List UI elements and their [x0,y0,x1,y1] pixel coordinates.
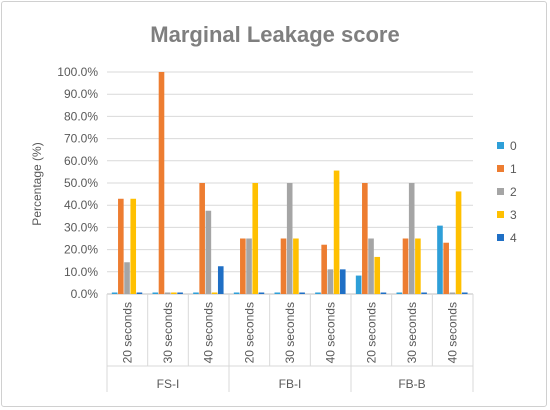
legend-swatch [497,188,504,195]
bar-series-1-cat-2 [199,183,205,294]
bar-series-3-cat-0 [130,198,137,294]
x-tick-label: 30 seconds [405,302,419,363]
x-tick-label: 40 seconds [324,302,338,363]
legend-layer: 0 1 2 3 4 [497,139,517,245]
bar-series-4-cat-0 [136,292,143,294]
bar-series-2-cat-7 [408,183,415,294]
bars-layer [111,72,468,294]
bar-series-4-cat-8 [461,292,468,294]
y-tick-label: 60.0% [64,154,98,168]
bar-series-4-cat-6 [380,292,387,294]
bar-series-0-cat-0 [111,292,118,294]
y-tick-label: 10.0% [64,265,98,279]
x-tick-label: 30 seconds [283,302,297,363]
legend-swatch [497,234,504,241]
bar-series-1-cat-8 [443,242,449,294]
legend-label: 4 [510,231,517,245]
bar-series-0-cat-8 [437,225,443,294]
bar-series-4-cat-1 [177,292,183,294]
bar-series-3-cat-6 [374,256,381,294]
bar-series-3-cat-8 [455,191,462,294]
y-tick-label: 100.0% [57,65,98,79]
bar-series-2-cat-4 [286,183,293,294]
bar-series-3-cat-1 [171,292,177,294]
bar-series-2-cat-1 [164,292,171,294]
y-tick-label: 40.0% [64,198,98,212]
legend-swatch [497,165,504,172]
bar-series-1-cat-1 [158,72,165,294]
x-tick-label: 30 seconds [161,302,175,363]
group-label: FS-I [157,377,180,391]
bar-series-1-cat-7 [402,238,409,294]
bar-series-4-cat-3 [258,292,265,294]
bar-series-2-cat-8 [449,292,456,294]
bar-series-0-cat-7 [396,292,403,294]
legend-label: 1 [510,162,517,176]
x-tick-label: 20 seconds [242,302,256,363]
x-tick-label: 20 seconds [120,302,134,363]
y-tick-label: 30.0% [64,220,98,234]
bar-series-1-cat-5 [321,244,327,294]
bar-series-0-cat-1 [152,292,159,294]
bar-series-2-cat-6 [368,238,374,294]
bar-series-4-cat-5 [339,269,346,294]
legend-label: 0 [510,139,517,153]
bar-series-1-cat-0 [118,198,124,294]
y-tick-label: 80.0% [64,109,98,123]
bar-series-0-cat-4 [274,292,281,294]
y-tick-label: 90.0% [64,87,98,101]
bar-series-3-cat-4 [293,238,299,294]
bar-series-2-cat-2 [205,210,212,294]
chart-title: Marginal Leakage score [150,22,399,47]
y-axis-label: Percentage (%) [30,142,44,225]
bar-series-3-cat-7 [415,238,421,294]
y-tick-label: 20.0% [64,243,98,257]
bar-series-0-cat-6 [355,275,362,294]
bar-series-0-cat-2 [193,292,199,294]
bar-series-0-cat-3 [233,292,240,294]
x-tick-label: 20 seconds [364,302,378,363]
bar-series-2-cat-5 [327,269,334,294]
bar-series-4-cat-2 [217,266,224,294]
x-tick-label: 40 seconds [202,302,216,363]
bar-series-1-cat-3 [240,238,246,294]
bar-series-4-cat-7 [421,292,427,294]
legend-swatch [497,211,504,218]
bar-series-3-cat-5 [333,170,340,294]
bar-series-2-cat-3 [246,238,252,294]
legend-swatch [497,142,504,149]
bar-series-3-cat-2 [211,292,218,294]
bar-series-0-cat-5 [315,292,321,294]
y-tick-label: 70.0% [64,132,98,146]
bar-series-1-cat-6 [362,183,368,294]
group-label: FB-B [398,377,425,391]
legend-label: 3 [510,208,517,222]
bar-series-3-cat-3 [252,183,259,294]
x-tick-label: 40 seconds [446,302,460,363]
legend-label: 2 [510,185,517,199]
bar-series-1-cat-4 [280,238,287,294]
bar-series-2-cat-0 [124,262,130,294]
y-tick-label: 50.0% [64,176,98,190]
bar-series-4-cat-4 [299,292,305,294]
group-label: FB-I [279,377,302,391]
axis-layer: 0.0% 10.0% 20.0% 30.0% 40.0% 50.0% 60.0% 70.0% 8… [57,65,474,392]
y-tick-label: 0.0% [71,287,99,301]
